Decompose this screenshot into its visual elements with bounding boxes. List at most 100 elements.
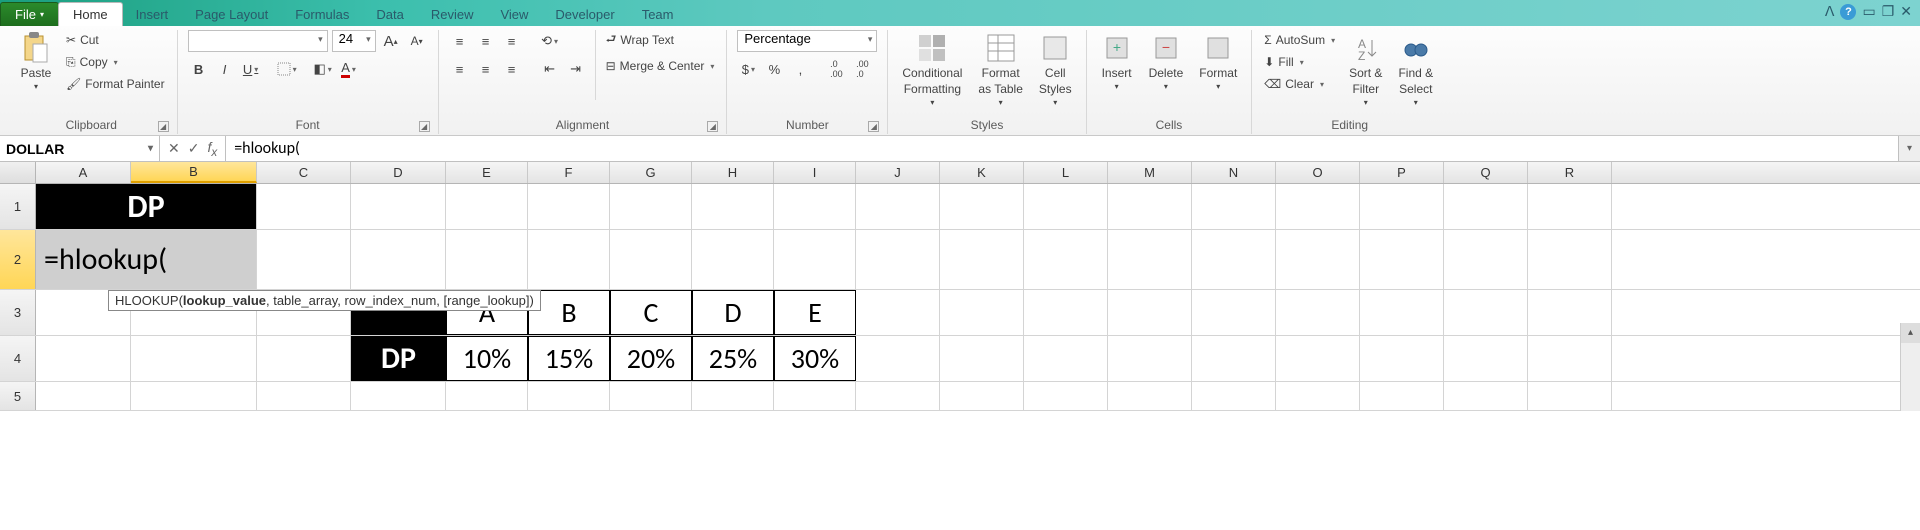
cell-K2[interactable]: [940, 230, 1024, 289]
cell-G5[interactable]: [610, 382, 692, 410]
cell-H5[interactable]: [692, 382, 774, 410]
scroll-up-button[interactable]: ▴: [1901, 323, 1920, 343]
decrease-decimal-button[interactable]: .00.0: [851, 58, 873, 80]
font-name-select[interactable]: [188, 30, 328, 52]
cell-L4[interactable]: [1024, 336, 1108, 381]
name-box[interactable]: DOLLAR: [0, 136, 160, 161]
cell-K1[interactable]: [940, 184, 1024, 229]
currency-button[interactable]: $: [737, 58, 759, 80]
tab-developer[interactable]: Developer: [541, 2, 628, 26]
cell-O4[interactable]: [1276, 336, 1360, 381]
conditional-formatting-button[interactable]: ConditionalFormatting▾: [898, 30, 966, 109]
cell-F5[interactable]: [528, 382, 610, 410]
sort-filter-button[interactable]: AZSort &Filter▾: [1345, 30, 1386, 109]
align-top-button[interactable]: ≡: [449, 30, 471, 52]
cell-A1[interactable]: DP: [36, 184, 257, 229]
align-middle-button[interactable]: ≡: [475, 30, 497, 52]
cell-M3[interactable]: [1108, 290, 1192, 335]
cell-I4[interactable]: 30%: [774, 336, 856, 381]
restore-window-icon[interactable]: ❐: [1882, 3, 1895, 20]
cell-J1[interactable]: [856, 184, 940, 229]
align-bottom-button[interactable]: ≡: [501, 30, 523, 52]
cell-I1[interactable]: [774, 184, 856, 229]
column-header-C[interactable]: C: [257, 162, 351, 183]
column-header-M[interactable]: M: [1108, 162, 1192, 183]
cell-A5[interactable]: [36, 382, 131, 410]
comma-button[interactable]: ,: [789, 58, 811, 80]
cell-Q5[interactable]: [1444, 382, 1528, 410]
cell-E4[interactable]: 10%: [446, 336, 528, 381]
cell-F1[interactable]: [528, 184, 610, 229]
clipboard-dialog-launcher[interactable]: ◢: [158, 121, 169, 132]
format-painter-button[interactable]: 🖌Format Painter: [64, 74, 167, 94]
cell-A4[interactable]: [36, 336, 131, 381]
insert-function-button[interactable]: fx: [207, 139, 217, 159]
cell-E2[interactable]: [446, 230, 528, 289]
increase-indent-button[interactable]: ⇥: [565, 58, 587, 80]
cell-I2[interactable]: [774, 230, 856, 289]
cell-C5[interactable]: [257, 382, 351, 410]
tab-file[interactable]: File▾: [0, 2, 59, 26]
cell-O1[interactable]: [1276, 184, 1360, 229]
cell-B5[interactable]: [131, 382, 257, 410]
cell-D4[interactable]: DP: [351, 336, 446, 381]
number-dialog-launcher[interactable]: ◢: [868, 121, 879, 132]
column-header-K[interactable]: K: [940, 162, 1024, 183]
font-color-button[interactable]: A: [338, 58, 360, 80]
tab-home[interactable]: Home: [58, 2, 123, 26]
cell-M4[interactable]: [1108, 336, 1192, 381]
column-header-A[interactable]: A: [36, 162, 131, 183]
column-header-I[interactable]: I: [774, 162, 856, 183]
row-header-5[interactable]: 5: [0, 382, 36, 410]
cell-O5[interactable]: [1276, 382, 1360, 410]
cell-K5[interactable]: [940, 382, 1024, 410]
autosum-button[interactable]: ΣAutoSum: [1262, 30, 1337, 50]
fill-button[interactable]: ⬇Fill: [1262, 52, 1337, 72]
align-left-button[interactable]: ≡: [449, 58, 471, 80]
decrease-indent-button[interactable]: ⇤: [539, 58, 561, 80]
alignment-dialog-launcher[interactable]: ◢: [707, 121, 718, 132]
row-header-1[interactable]: 1: [0, 184, 36, 229]
cell-E5[interactable]: [446, 382, 528, 410]
border-button[interactable]: [276, 58, 298, 80]
cell-R4[interactable]: [1528, 336, 1612, 381]
row-header-4[interactable]: 4: [0, 336, 36, 381]
cell-C1[interactable]: [257, 184, 351, 229]
cell-D2[interactable]: [351, 230, 446, 289]
cell-P1[interactable]: [1360, 184, 1444, 229]
cell-Q2[interactable]: [1444, 230, 1528, 289]
cell-N3[interactable]: [1192, 290, 1276, 335]
number-format-select[interactable]: Percentage: [737, 30, 877, 52]
cell-I3[interactable]: E: [774, 290, 856, 335]
tab-formulas[interactable]: Formulas: [281, 2, 363, 26]
cut-button[interactable]: ✂Cut: [64, 30, 167, 50]
column-header-L[interactable]: L: [1024, 162, 1108, 183]
cell-M1[interactable]: [1108, 184, 1192, 229]
row-header-2[interactable]: 2: [0, 230, 36, 289]
expand-formula-bar-button[interactable]: ▾: [1898, 136, 1920, 161]
column-header-D[interactable]: D: [351, 162, 446, 183]
cell-L2[interactable]: [1024, 230, 1108, 289]
italic-button[interactable]: I: [214, 58, 236, 80]
tab-data[interactable]: Data: [362, 2, 417, 26]
cell-F4[interactable]: 15%: [528, 336, 610, 381]
delete-cells-button[interactable]: −Delete▾: [1145, 30, 1188, 93]
cell-P4[interactable]: [1360, 336, 1444, 381]
paste-button[interactable]: Paste▾: [16, 30, 56, 93]
column-header-P[interactable]: P: [1360, 162, 1444, 183]
cell-Q1[interactable]: [1444, 184, 1528, 229]
find-select-button[interactable]: Find &Select▾: [1394, 30, 1437, 109]
font-size-select[interactable]: 24: [332, 30, 376, 52]
cell-K4[interactable]: [940, 336, 1024, 381]
format-as-table-button[interactable]: Formatas Table▾: [974, 30, 1026, 109]
close-window-icon[interactable]: ✕: [1900, 3, 1912, 20]
tab-view[interactable]: View: [486, 2, 542, 26]
orientation-button[interactable]: ⟲: [539, 30, 561, 52]
column-header-G[interactable]: G: [610, 162, 692, 183]
cell-R1[interactable]: [1528, 184, 1612, 229]
align-center-button[interactable]: ≡: [475, 58, 497, 80]
column-header-J[interactable]: J: [856, 162, 940, 183]
cell-R3[interactable]: [1528, 290, 1612, 335]
minimize-window-icon[interactable]: ▭: [1862, 3, 1875, 20]
font-dialog-launcher[interactable]: ◢: [419, 121, 430, 132]
